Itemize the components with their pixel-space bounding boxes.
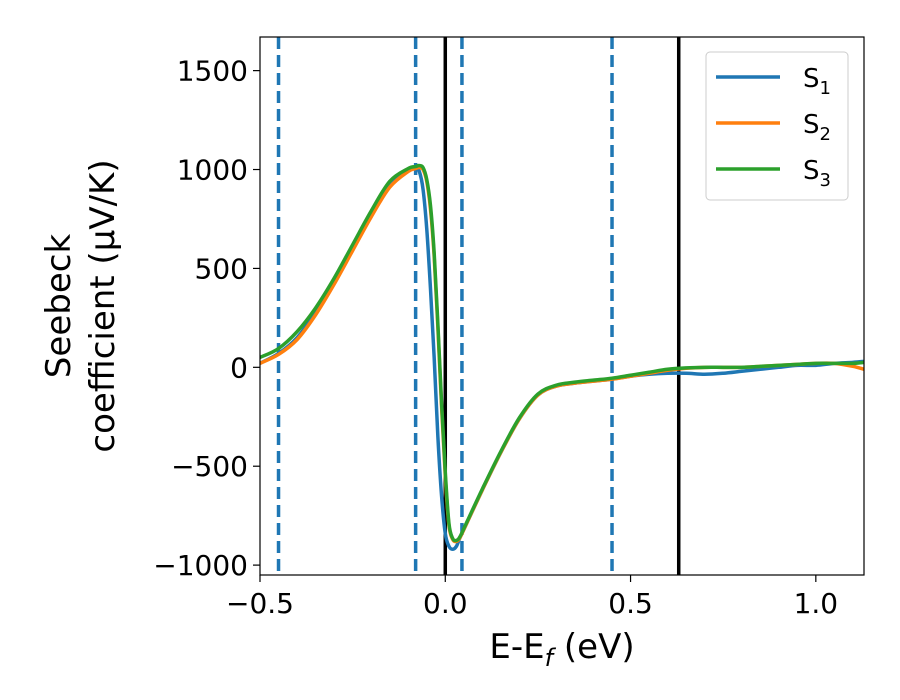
y-axis-ticks: −1000 −500 0 500 1000 1500 — [153, 55, 260, 582]
legend-label-s2: S2 — [803, 110, 831, 145]
legend-label-s3: S3 — [803, 156, 831, 191]
x-tick-label: 1.0 — [794, 587, 839, 620]
legend-label-s1: S1 — [803, 64, 831, 99]
series-lines — [260, 163, 864, 552]
plot-frame — [259, 36, 865, 576]
series-line-s3 — [260, 163, 864, 543]
x-tick-label: 0.0 — [423, 587, 468, 620]
y-tick-label: −1000 — [153, 549, 248, 582]
x-tick-label: 0.5 — [608, 587, 653, 620]
y-tick-label: 0 — [230, 351, 248, 384]
y-axis-label-line2: coefficient (μV/K) — [83, 159, 123, 452]
y-tick-label: 1000 — [177, 154, 248, 187]
y-axis-label: Seebeck coefficient (μV/K) — [39, 159, 123, 452]
x-axis-label: E-Ef (eV) — [489, 627, 634, 672]
legend-box — [705, 51, 849, 201]
legend: S1 S2 S3 — [705, 51, 849, 201]
x-axis-ticks: −0.5 0.0 0.5 1.0 — [226, 575, 838, 620]
y-tick-label: −500 — [171, 450, 248, 483]
y-tick-label: 1500 — [177, 55, 248, 88]
y-tick-label: 500 — [195, 252, 248, 285]
y-axis-label-line1: Seebeck — [39, 234, 79, 379]
x-tick-label: −0.5 — [226, 587, 294, 620]
